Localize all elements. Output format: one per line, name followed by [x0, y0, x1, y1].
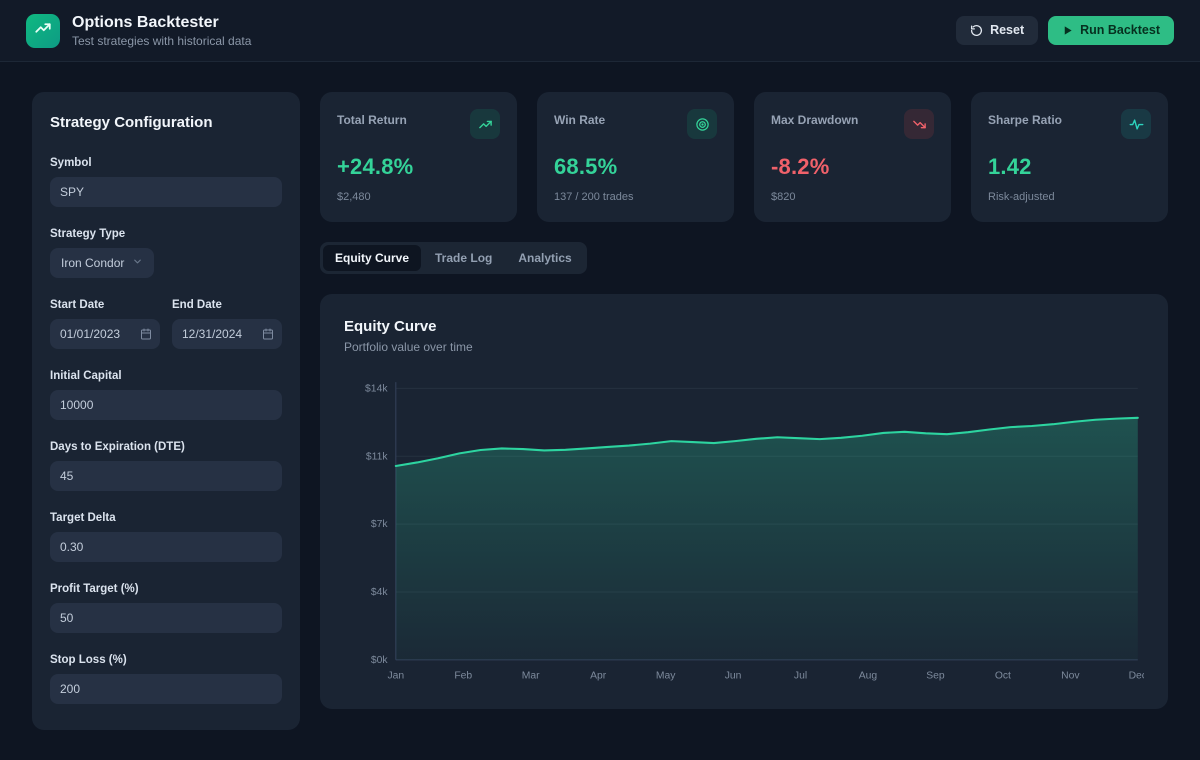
chart-title: Equity Curve	[344, 318, 437, 335]
header-actions: Reset Run Backtest	[956, 16, 1174, 45]
stat-value: +24.8%	[337, 154, 414, 179]
field-dte: Days to Expiration (DTE)	[50, 441, 282, 491]
stop-loss-label: Stop Loss (%)	[50, 654, 127, 666]
end-date-label: End Date	[172, 299, 222, 311]
svg-text:Jul: Jul	[794, 671, 807, 682]
play-icon	[1062, 25, 1073, 36]
stat-sub: 137 / 200 trades	[554, 191, 634, 203]
reset-icon	[970, 24, 983, 37]
stat-card-sharpe-ratio: Sharpe Ratio 1.42 Risk-adjusted	[971, 92, 1168, 222]
header-brand: Options Backtester Test strategies with …	[26, 13, 251, 48]
stat-sub: $820	[771, 191, 796, 203]
page-subtitle: Test strategies with historical data	[72, 33, 252, 48]
symbol-label: Symbol	[50, 157, 92, 169]
field-profit-target: Profit Target (%)	[50, 583, 282, 633]
trending-up-icon	[470, 109, 500, 139]
svg-text:$7k: $7k	[371, 519, 389, 530]
page-content: Strategy Configuration Symbol Strategy T…	[0, 62, 1200, 760]
svg-text:Oct: Oct	[995, 671, 1011, 682]
stat-label: Max Drawdown	[771, 113, 859, 127]
reset-button[interactable]: Reset	[956, 16, 1039, 45]
svg-text:$0k: $0k	[371, 655, 389, 666]
stat-label: Sharpe Ratio	[988, 113, 1063, 127]
svg-text:May: May	[656, 671, 676, 682]
field-start-date: Start Date	[50, 299, 160, 349]
app-logo	[26, 13, 60, 48]
target-delta-input[interactable]	[50, 532, 282, 562]
initial-capital-input[interactable]	[50, 390, 282, 420]
field-target-delta: Target Delta	[50, 512, 282, 562]
activity-icon	[1121, 109, 1151, 139]
strategy-configuration-panel: Strategy Configuration Symbol Strategy T…	[32, 92, 300, 730]
svg-text:Nov: Nov	[1061, 671, 1080, 682]
calendar-icon	[262, 328, 274, 340]
field-stop-loss: Stop Loss (%)	[50, 654, 282, 704]
profit-target-input[interactable]	[50, 603, 282, 633]
stat-value: 68.5%	[554, 154, 618, 179]
header-titles: Options Backtester Test strategies with …	[72, 14, 251, 48]
app-header: Options Backtester Test strategies with …	[0, 0, 1200, 62]
date-range-row: Start Date End Date	[50, 299, 282, 349]
run-backtest-label: Run Backtest	[1080, 23, 1160, 38]
stat-card-total-return: Total Return +24.8% $2,480	[320, 92, 517, 222]
stat-label: Win Rate	[554, 113, 606, 127]
profit-target-label: Profit Target (%)	[50, 583, 139, 595]
equity-curve-card: Equity Curve Portfolio value over time $…	[320, 294, 1168, 709]
stat-sub: Risk-adjusted	[988, 191, 1055, 203]
target-icon	[687, 109, 717, 139]
sidebar-title: Strategy Configuration	[50, 114, 213, 131]
trending-up-icon	[34, 19, 52, 42]
svg-text:Jan: Jan	[387, 671, 404, 682]
chevron-down-icon	[132, 256, 143, 270]
initial-capital-label: Initial Capital	[50, 370, 122, 382]
calendar-icon	[140, 328, 152, 340]
field-end-date: End Date	[172, 299, 282, 349]
page-title: Options Backtester	[72, 13, 219, 31]
field-symbol: Symbol	[50, 157, 282, 207]
svg-text:Feb: Feb	[454, 671, 472, 682]
stat-card-win-rate: Win Rate 68.5% 137 / 200 trades	[537, 92, 734, 222]
field-initial-capital: Initial Capital	[50, 370, 282, 420]
stat-sub: $2,480	[337, 191, 371, 203]
strategy-type-value: Iron Condor	[61, 256, 125, 270]
run-backtest-button[interactable]: Run Backtest	[1048, 16, 1174, 45]
svg-text:Mar: Mar	[522, 671, 540, 682]
svg-text:Sep: Sep	[926, 671, 945, 682]
strategy-type-label: Strategy Type	[50, 228, 126, 240]
field-strategy-type: Strategy Type Iron Condor	[50, 228, 282, 278]
svg-text:Apr: Apr	[590, 671, 607, 682]
stat-label: Total Return	[337, 113, 407, 127]
stat-value: 1.42	[988, 154, 1032, 179]
tab-analytics[interactable]: Analytics	[506, 245, 583, 271]
equity-curve-chart: $0k $4k $7k $11k $14k Jan Feb Mar Apr May Jun Jul Au…	[344, 378, 1144, 691]
stop-loss-input[interactable]	[50, 674, 282, 704]
chart-subtitle: Portfolio value over time	[344, 340, 473, 354]
reset-label: Reset	[990, 23, 1025, 38]
chart-svg: $0k $4k $7k $11k $14k Jan Feb Mar Apr May Jun Jul Au…	[365, 382, 1144, 682]
trending-down-icon	[904, 109, 934, 139]
start-date-label: Start Date	[50, 299, 105, 311]
main-area: Total Return +24.8% $2,480 Win Rate 68.5…	[320, 92, 1168, 709]
end-date-input[interactable]	[172, 319, 282, 349]
strategy-type-select[interactable]: Iron Condor	[50, 248, 155, 278]
svg-text:Dec: Dec	[1129, 671, 1144, 682]
target-delta-label: Target Delta	[50, 512, 116, 524]
svg-text:Jun: Jun	[725, 671, 742, 682]
tab-trade-log[interactable]: Trade Log	[423, 245, 504, 271]
stat-value: -8.2%	[771, 154, 830, 179]
svg-text:$14k: $14k	[365, 383, 388, 394]
svg-text:$4k: $4k	[371, 587, 389, 598]
symbol-input[interactable]	[50, 177, 282, 207]
stats-row: Total Return +24.8% $2,480 Win Rate 68.5…	[320, 92, 1168, 222]
tab-equity-curve[interactable]: Equity Curve	[323, 245, 422, 271]
svg-text:$11k: $11k	[366, 451, 389, 462]
view-tabs: Equity Curve Trade Log Analytics	[320, 242, 587, 274]
svg-text:Aug: Aug	[859, 671, 878, 682]
dte-label: Days to Expiration (DTE)	[50, 441, 185, 453]
stat-card-max-drawdown: Max Drawdown -8.2% $820	[754, 92, 951, 222]
dte-input[interactable]	[50, 461, 282, 491]
